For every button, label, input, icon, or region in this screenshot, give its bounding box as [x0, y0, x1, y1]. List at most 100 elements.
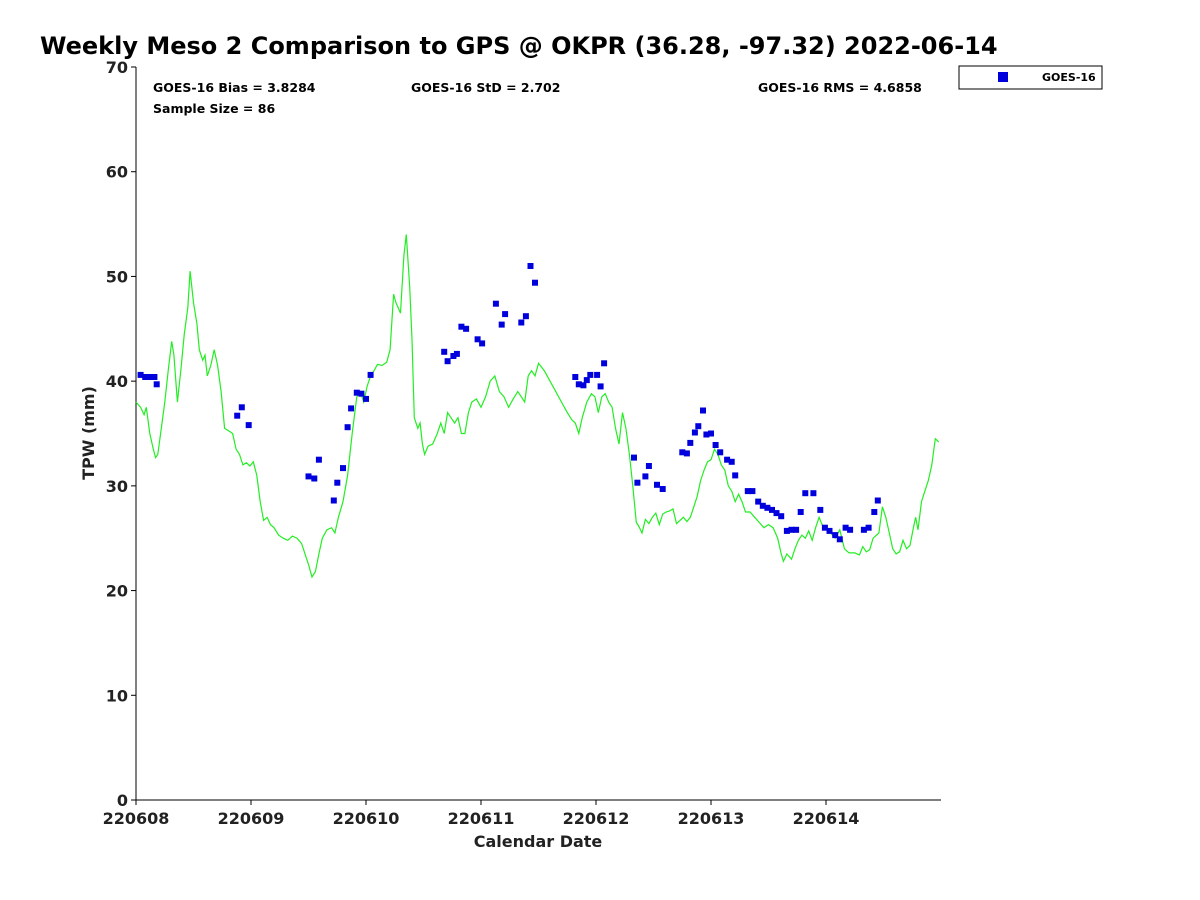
data-point-goes-16 — [836, 536, 843, 543]
std-stat: GOES-16 StD = 2.702 — [411, 80, 560, 95]
x-tick-label: 220612 — [563, 809, 630, 828]
data-point-goes-16 — [597, 383, 604, 390]
data-point-goes-16 — [587, 371, 594, 378]
data-point-goes-16 — [708, 430, 714, 437]
data-point-goes-16 — [151, 374, 158, 380]
x-tick-label: 220609 — [218, 809, 285, 828]
data-point-goes-16 — [450, 353, 457, 359]
data-point-goes-16 — [810, 490, 817, 497]
data-point-goes-16 — [358, 390, 365, 397]
data-point-goes-16 — [311, 475, 318, 482]
data-point-goes-16 — [594, 371, 601, 378]
data-point-goes-16 — [330, 497, 337, 504]
data-point-goes-16 — [683, 450, 690, 457]
data-point-goes-16 — [348, 405, 355, 412]
data-point-goes-16 — [700, 407, 706, 414]
data-point-goes-16 — [245, 422, 252, 429]
data-point-goes-16 — [631, 454, 637, 461]
data-point-goes-16 — [463, 325, 470, 332]
rms-stat: GOES-16 RMS = 4.6858 — [758, 80, 922, 95]
data-point-goes-16 — [860, 526, 867, 533]
data-point-goes-16 — [502, 311, 509, 318]
data-point-goes-16 — [749, 488, 756, 495]
y-tick-label: 60 — [106, 163, 128, 182]
data-point-goes-16 — [334, 479, 341, 486]
x-tick-label: 220610 — [333, 809, 400, 828]
x-axis-label: Calendar Date — [474, 832, 603, 851]
data-point-goes-16 — [137, 371, 144, 378]
data-point-goes-16 — [659, 486, 666, 492]
data-point-goes-16 — [572, 374, 579, 380]
y-axis-ticks: 0 10 20 30 40 50 60 70 — [106, 58, 136, 810]
data-point-goes-16 — [821, 524, 828, 531]
data-point-goes-16 — [817, 506, 824, 513]
data-point-goes-16 — [441, 348, 448, 355]
y-tick-label: 50 — [106, 267, 128, 286]
legend-marker-goes-16 — [998, 72, 1008, 82]
data-point-goes-16 — [871, 509, 878, 515]
x-axis-ticks: 220608 220609 220610 220611 220612 220613 2206… — [103, 800, 860, 828]
x-tick-label: 220611 — [448, 809, 515, 828]
data-point-goes-16 — [527, 263, 534, 269]
data-point-goes-16 — [847, 526, 854, 533]
data-point-goes-16 — [687, 439, 694, 446]
plot-area — [135, 67, 941, 801]
data-point-goes-16 — [832, 532, 839, 539]
data-point-goes-16 — [744, 488, 751, 495]
y-tick-label: 30 — [106, 477, 128, 496]
legend: GOES-16 — [958, 65, 1103, 90]
data-point-goes-16 — [654, 481, 660, 488]
data-point-goes-16 — [580, 382, 587, 389]
data-point-goes-16 — [353, 389, 360, 396]
data-point-goes-16 — [315, 456, 322, 463]
data-point-goes-16 — [764, 504, 771, 511]
y-tick-label: 10 — [106, 686, 128, 705]
data-point-goes-16 — [492, 300, 499, 307]
data-point-goes-16 — [695, 423, 702, 430]
data-point-goes-16 — [498, 321, 505, 328]
legend-label-goes-16: GOES-16 — [1042, 71, 1096, 84]
data-point-goes-16 — [865, 524, 872, 531]
y-tick-label: 40 — [106, 372, 128, 391]
x-tick-label: 220614 — [793, 809, 860, 828]
data-point-goes-16 — [691, 429, 698, 436]
data-point-goes-16 — [703, 431, 710, 438]
data-point-goes-16 — [305, 473, 312, 480]
data-point-goes-16 — [778, 513, 785, 520]
series-line-gps — [135, 234, 940, 579]
data-point-goes-16 — [142, 374, 149, 380]
data-point-goes-16 — [344, 424, 351, 431]
data-point-goes-16 — [444, 358, 451, 365]
data-point-goes-16 — [645, 463, 652, 469]
chart-title: Weekly Meso 2 Comparison to GPS @ OKPR (… — [40, 32, 998, 60]
data-point-goes-16 — [769, 506, 775, 513]
data-point-goes-16 — [153, 381, 160, 388]
data-point-goes-16 — [773, 510, 780, 517]
data-point-goes-16 — [522, 313, 529, 320]
data-point-goes-16 — [532, 279, 538, 286]
data-point-goes-16 — [783, 527, 790, 534]
legend-box — [958, 65, 1103, 90]
data-point-goes-16 — [453, 350, 460, 357]
y-tick-label: 70 — [106, 58, 128, 77]
sample-size-stat: Sample Size = 86 — [153, 101, 275, 116]
y-tick-label: 20 — [106, 582, 128, 601]
data-point-goes-16 — [146, 374, 153, 380]
data-point-goes-16 — [712, 442, 719, 448]
data-point-goes-16 — [797, 509, 804, 515]
data-point-goes-16 — [717, 449, 724, 456]
bias-stat: GOES-16 Bias = 3.8284 — [153, 80, 316, 95]
data-point-goes-16 — [474, 336, 481, 343]
data-point-goes-16 — [788, 526, 795, 533]
data-point-goes-16 — [601, 360, 608, 367]
x-tick-label: 220613 — [678, 809, 745, 828]
data-point-goes-16 — [826, 527, 833, 534]
data-point-goes-16 — [732, 472, 739, 479]
data-point-goes-16 — [575, 381, 582, 388]
data-point-goes-16 — [724, 456, 731, 463]
data-point-goes-16 — [238, 404, 245, 411]
y-tick-label: 0 — [117, 791, 128, 810]
data-point-goes-16 — [367, 371, 374, 378]
data-point-goes-16 — [842, 524, 849, 531]
